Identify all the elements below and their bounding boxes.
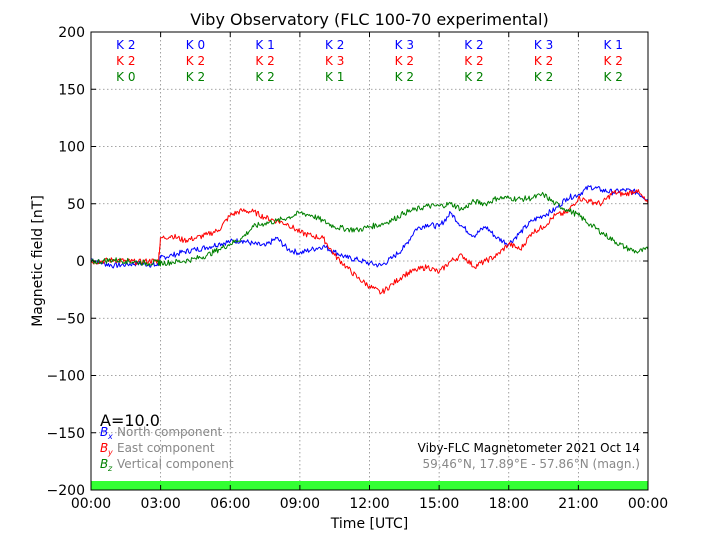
x-tick-label: 21:00 (558, 496, 598, 512)
y-tick-label: 50 (67, 197, 85, 213)
axis-ticks: 00:00 03:00 06:00 09:00 12:00 15:00 18:00 21:00… (47, 25, 669, 512)
legend-subscript: x (107, 432, 113, 441)
k-index-label: K 3 (395, 38, 414, 52)
x-axis-label: Time [UTC] (330, 516, 408, 532)
a-index-label: A=10.0 (100, 411, 160, 430)
k-index-label: K 2 (325, 38, 344, 52)
series-line-x (90, 185, 649, 269)
chart-title: Viby Observatory (FLC 100-70 experimenta… (190, 10, 549, 29)
y-tick-label: −100 (47, 369, 85, 385)
x-tick-label: 09:00 (280, 496, 320, 512)
coordinates-label: 59.46°N, 17.89°E - 57.86°N (magn.) (423, 457, 640, 471)
k-index-label: K 2 (255, 54, 274, 68)
k-index-label: K 2 (604, 70, 623, 84)
k-index-label: K 2 (464, 38, 483, 52)
k-index-label: K 2 (186, 70, 205, 84)
k-index-label: K 3 (534, 38, 553, 52)
legend-symbol: B (100, 457, 108, 471)
legend-symbol: B (100, 425, 108, 439)
k-index-label: K 2 (255, 70, 274, 84)
series-line-y (91, 189, 649, 295)
k-index-label: K 1 (255, 38, 274, 52)
k-index-label: K 2 (534, 54, 553, 68)
x-tick-label: 18:00 (489, 496, 529, 512)
y-tick-label: 100 (58, 140, 85, 156)
k-index-label: K 0 (186, 38, 205, 52)
y-tick-label: 200 (58, 25, 85, 41)
k-index-label: K 2 (464, 54, 483, 68)
x-tick-label: 00:00 (628, 496, 668, 512)
x-tick-label: 03:00 (140, 496, 180, 512)
k-index-label: K 3 (325, 54, 344, 68)
k-index-label: K 2 (186, 54, 205, 68)
k-index-label: K 2 (116, 38, 135, 52)
y-tick-label: −150 (47, 426, 85, 442)
legend-subscript: z (107, 464, 113, 473)
k-index-label: K 1 (325, 70, 344, 84)
legend-label: East component (117, 441, 215, 455)
grid (91, 32, 648, 490)
k-index-label: K 2 (534, 70, 553, 84)
station-label: Viby-FLC Magnetometer 2021 Oct 14 (418, 441, 640, 455)
legend-symbol: B (100, 441, 108, 455)
k-index-label: K 2 (395, 54, 414, 68)
k-index-label: K 0 (116, 70, 135, 84)
legend-subscript: y (107, 448, 113, 457)
k-index-label: K 2 (395, 70, 414, 84)
series-group (90, 185, 649, 295)
x-tick-label: 12:00 (349, 496, 389, 512)
series-line-z (90, 191, 649, 267)
y-tick-label: −50 (55, 311, 85, 327)
k-index-table: K 2 K 2 K 0 K 0 K 2 K 2 K 1 K 2 K 2 K 2 K 3 K 1 K 3 K… (116, 38, 623, 84)
y-tick-label: 150 (58, 82, 85, 98)
k-index-label: K 2 (116, 54, 135, 68)
x-tick-label: 00:00 (71, 496, 111, 512)
y-tick-label: −200 (47, 483, 85, 499)
x-tick-label: 15:00 (419, 496, 459, 512)
x-tick-label: 06:00 (210, 496, 250, 512)
legend-label: North component (117, 425, 223, 439)
k-index-label: K 1 (604, 38, 623, 52)
y-axis-label: Magnetic field [nT] (30, 195, 46, 327)
k-index-label: K 2 (604, 54, 623, 68)
k-index-label: K 2 (464, 70, 483, 84)
y-tick-label: 0 (76, 254, 85, 270)
legend-label: Vertical component (117, 457, 234, 471)
